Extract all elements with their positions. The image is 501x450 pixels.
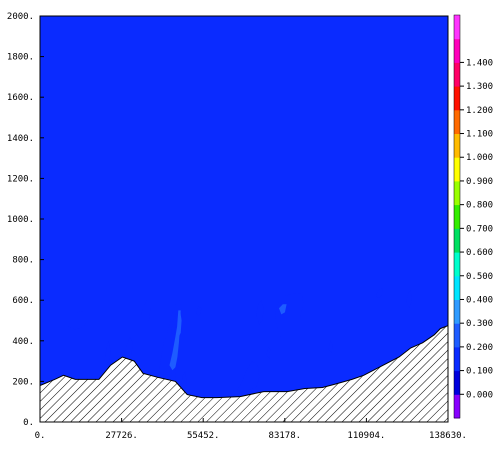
x-tick-label: 110904. — [347, 431, 385, 441]
y-tick-label: 1400. — [7, 134, 34, 144]
colorbar-tick-label: 0.600 — [466, 248, 493, 258]
y-tick-label: 200. — [12, 377, 34, 387]
x-tick-label: 83178. — [269, 431, 302, 441]
colorbar-swatch — [454, 62, 460, 87]
y-tick-label: 600. — [12, 296, 34, 306]
y-tick-label: 1000. — [7, 215, 34, 225]
y-tick-label: 2000. — [7, 12, 34, 22]
colorbar-tick-label: 0.500 — [466, 272, 493, 282]
colorbar-swatch — [454, 394, 460, 419]
colorbar-tick-label: 0.900 — [466, 177, 493, 187]
contour-region-18 — [406, 290, 412, 309]
background-field — [40, 16, 448, 422]
colorbar-tick-label: 1.100 — [466, 130, 493, 140]
colorbar-swatch — [454, 323, 460, 348]
colorbar-swatch — [454, 346, 460, 372]
colorbar-swatch — [454, 133, 460, 158]
x-axis-ticks: 0. 27726. 55452. 83178. 110904. 138630. — [35, 418, 467, 441]
x-tick-label: 138630. — [429, 431, 467, 441]
colorbar-tick-label: 0.000 — [466, 390, 493, 400]
contour-region-17 — [375, 288, 383, 299]
x-tick-label: 27726. — [105, 431, 138, 441]
contour-region-9 — [181, 371, 187, 392]
colorbar-tick-label: 0.100 — [466, 367, 493, 377]
contour-region-6 — [169, 310, 181, 371]
contour-region-14 — [275, 293, 304, 337]
colorbar-frame — [453, 14, 461, 419]
contour-region-4 — [140, 300, 151, 327]
colorbar-swatch — [454, 38, 460, 63]
colorbar-swatch — [454, 109, 460, 134]
contour-region-13 — [266, 346, 271, 360]
colorbar-tick-label: 1.000 — [466, 153, 493, 163]
colorbar-tick-label: 0.400 — [466, 295, 493, 305]
contour-region-2 — [104, 340, 111, 364]
colorbar-tick-label: 1.400 — [466, 58, 493, 68]
contour-region-10 — [196, 306, 202, 316]
y-tick-label: 400. — [12, 337, 34, 347]
colorbar-swatch — [454, 228, 460, 253]
y-tick-label: 1800. — [7, 53, 34, 63]
colorbar-swatch — [454, 252, 460, 277]
colorbar: 0.000 0.100 0.200 0.300 0.400 0.500 0.600 0.700… — [453, 14, 493, 419]
y-tick-label: 1600. — [7, 93, 34, 103]
colorbar-tick-label: 0.200 — [466, 343, 493, 353]
colorbar-tick-label: 0.800 — [466, 201, 493, 211]
terrain-hatched — [40, 325, 448, 422]
contour-region-11 — [237, 361, 260, 390]
colorbar-swatch — [454, 275, 460, 300]
colorbar-tick-label: 0.700 — [466, 224, 493, 234]
plot-area — [40, 16, 448, 422]
colorbar-swatch — [454, 157, 460, 182]
colorbar-tick-label: 0.300 — [466, 319, 493, 329]
colorbar-swatch — [454, 299, 460, 324]
y-axis-ticks: 0. 200. 400. 600. 800. 1000. 1200. 1400. 1600. 18… — [7, 12, 44, 428]
colorbar-swatch — [454, 204, 460, 229]
contour-region-8 — [171, 313, 177, 335]
y-tick-label: 800. — [12, 256, 34, 266]
colorbar-tick-label: 1.200 — [466, 106, 493, 116]
colorbar-swatch — [454, 15, 460, 40]
contour-region-15 — [279, 304, 287, 315]
colorbar-tick-label: 1.300 — [466, 82, 493, 92]
contour-region-7 — [177, 312, 182, 337]
x-tick-label: 55452. — [187, 431, 220, 441]
y-tick-label: 0. — [23, 418, 34, 428]
colorbar-swatch — [454, 180, 460, 206]
contour-region-1 — [68, 311, 88, 330]
contour-region-16 — [328, 340, 333, 353]
contour-region-5 — [157, 300, 183, 390]
y-tick-label: 1200. — [7, 174, 34, 184]
colorbar-swatch — [454, 86, 460, 111]
x-tick-label: 0. — [35, 431, 46, 441]
colorbar-swatch — [454, 370, 460, 395]
contour-region-12 — [256, 300, 264, 325]
